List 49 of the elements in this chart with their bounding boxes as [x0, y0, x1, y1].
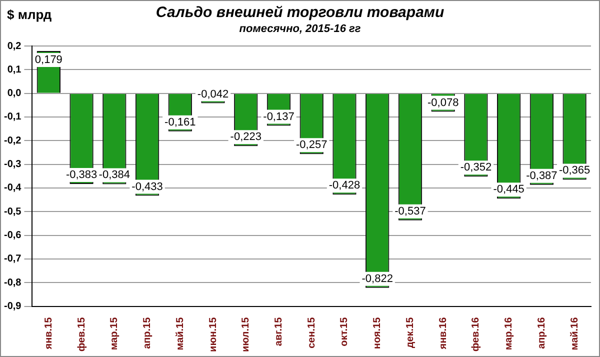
data-label: -0,257	[296, 139, 328, 152]
data-label: -0,383	[66, 168, 98, 181]
x-tick-label: июн.15	[208, 316, 219, 352]
y-tick-label: -0,5	[4, 206, 22, 218]
y-tick-label: -0,3	[4, 159, 22, 170]
y-tick-label: 0,2	[7, 40, 22, 52]
x-tick-label: мар.16	[504, 316, 515, 350]
data-label: 0,179	[34, 54, 62, 66]
data-label: -0,223	[230, 131, 262, 144]
data-label: -0,445	[493, 184, 524, 196]
y-tick-label: -0,6	[4, 230, 22, 242]
data-label: -0,433	[132, 180, 163, 193]
y-tick-label: 0,0	[7, 88, 22, 100]
y-tick-label: -0,8	[4, 277, 22, 288]
data-label: -0,428	[328, 180, 360, 192]
x-tick-label: фев.16	[470, 316, 482, 352]
x-tick-label: сен.15	[306, 316, 318, 348]
y-tick-label: -0,1	[4, 112, 22, 123]
x-tick-label: окт.15	[339, 316, 350, 346]
y-axis-title: $ млрд	[7, 7, 52, 22]
y-tick-label: -0,9	[4, 301, 22, 312]
data-label: -0,537	[394, 205, 426, 218]
data-label: -0,384	[98, 169, 130, 182]
x-tick-label: мар.15	[109, 316, 120, 350]
y-tick-label: -0,2	[4, 135, 22, 146]
x-tick-label: апр.16	[536, 316, 548, 349]
x-tick-label: дек.15	[404, 316, 416, 348]
data-label: -0,365	[558, 164, 590, 177]
data-label: -0,078	[427, 96, 459, 109]
data-label: -0,352	[460, 162, 492, 174]
x-tick-label: авг.15	[273, 316, 284, 346]
x-tick-label: янв.15	[43, 316, 54, 350]
data-label: -0,387	[526, 170, 558, 182]
y-tick-label: 0,1	[7, 64, 22, 76]
chart-title: Сальдо внешней торговли товарами	[156, 4, 444, 21]
data-label: -0,042	[197, 88, 229, 100]
data-label: -0,822	[362, 272, 393, 285]
x-tick-label: ноя.15	[372, 316, 384, 350]
x-tick-label: апр.15	[142, 316, 154, 349]
x-tick-label: май.15	[174, 316, 186, 350]
chart-subtitle: помесячно, 2015-16 гг	[238, 23, 362, 35]
x-tick-label: май.16	[569, 316, 580, 350]
x-tick-label: янв.16	[438, 316, 449, 350]
y-tick-label: -0,4	[4, 182, 22, 194]
data-label: -0,161	[164, 116, 196, 128]
x-tick-label: июл.15	[240, 316, 252, 352]
y-tick-label: -0,7	[4, 254, 22, 265]
x-tick-label: фев.15	[76, 316, 88, 352]
data-label: -0,137	[263, 110, 294, 123]
